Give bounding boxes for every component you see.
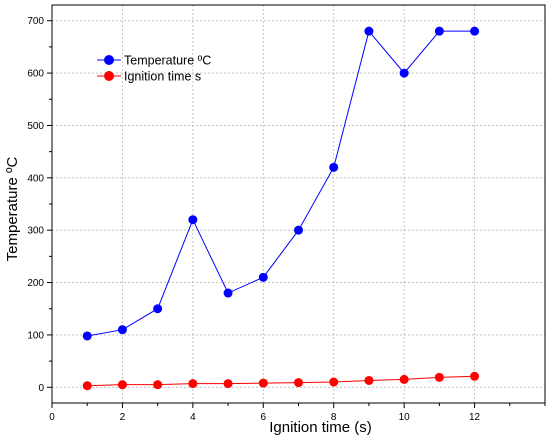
data-point-s0-11: [470, 26, 480, 36]
legend-item-temperature: Temperature ºC: [97, 54, 211, 68]
legend-label: Ignition time s: [124, 70, 201, 84]
data-point-s1-1: [117, 380, 127, 390]
series-line-1: [87, 375, 475, 387]
y-tick-label: 0: [38, 383, 44, 394]
data-point-s1-6: [294, 378, 303, 388]
data-point-s1-5: [258, 378, 268, 388]
legend-marker-icon: [104, 55, 114, 65]
data-point-s0-1: [117, 325, 127, 335]
series-line-0: [87, 30, 475, 337]
series-points: [82, 26, 480, 391]
legend-label: Temperature ºC: [124, 54, 211, 68]
legend-marker-icon: [104, 71, 114, 81]
tick-labels: 0 2 4 6 8 10 12 0 100 200 300 400 500 600 700: [27, 16, 480, 423]
y-tick-label: 400: [27, 173, 44, 184]
x-tick-label: 0: [49, 412, 55, 423]
legend: Temperature ºC Ignition time s: [97, 54, 211, 84]
x-tick-label: 8: [331, 412, 337, 423]
y-tick-label: 100: [27, 330, 44, 341]
legend-item-ignition-time: Ignition time s: [97, 70, 201, 84]
data-point-s1-11: [470, 371, 480, 381]
data-point-s1-0: [82, 381, 92, 391]
data-point-s0-8: [364, 26, 374, 36]
data-point-s1-8: [364, 375, 374, 385]
data-point-s1-2: [153, 380, 163, 390]
data-point-s1-7: [329, 377, 339, 387]
series-lines: [87, 30, 475, 387]
data-point-s0-6: [294, 225, 303, 235]
data-point-s0-2: [153, 304, 163, 314]
x-axis-title: Ignition time (s): [269, 419, 372, 436]
y-tick-label: 500: [27, 121, 44, 132]
x-tick-label: 2: [120, 412, 126, 423]
x-tick-label: 12: [469, 412, 481, 423]
axis-ticks: [47, 20, 546, 408]
y-tick-label: 600: [27, 69, 44, 80]
x-tick-label: 4: [190, 412, 196, 423]
data-point-s0-9: [399, 68, 409, 78]
data-point-s0-3: [188, 215, 198, 225]
data-point-s0-4: [223, 288, 233, 298]
y-tick-label: 300: [27, 226, 44, 237]
y-tick-label: 200: [27, 278, 44, 289]
data-point-s1-10: [434, 372, 444, 382]
y-tick-label: 700: [27, 16, 44, 27]
data-point-s1-4: [223, 379, 233, 389]
data-point-s1-9: [399, 374, 409, 384]
x-tick-label: 10: [399, 412, 411, 423]
x-tick-label: 6: [261, 412, 267, 423]
y-axis-title: Temperature ºC: [4, 156, 21, 261]
data-point-s0-5: [258, 272, 268, 282]
data-point-s0-10: [434, 26, 444, 36]
data-point-s0-7: [329, 162, 339, 172]
data-point-s1-3: [188, 379, 198, 389]
data-point-s0-0: [82, 331, 92, 341]
